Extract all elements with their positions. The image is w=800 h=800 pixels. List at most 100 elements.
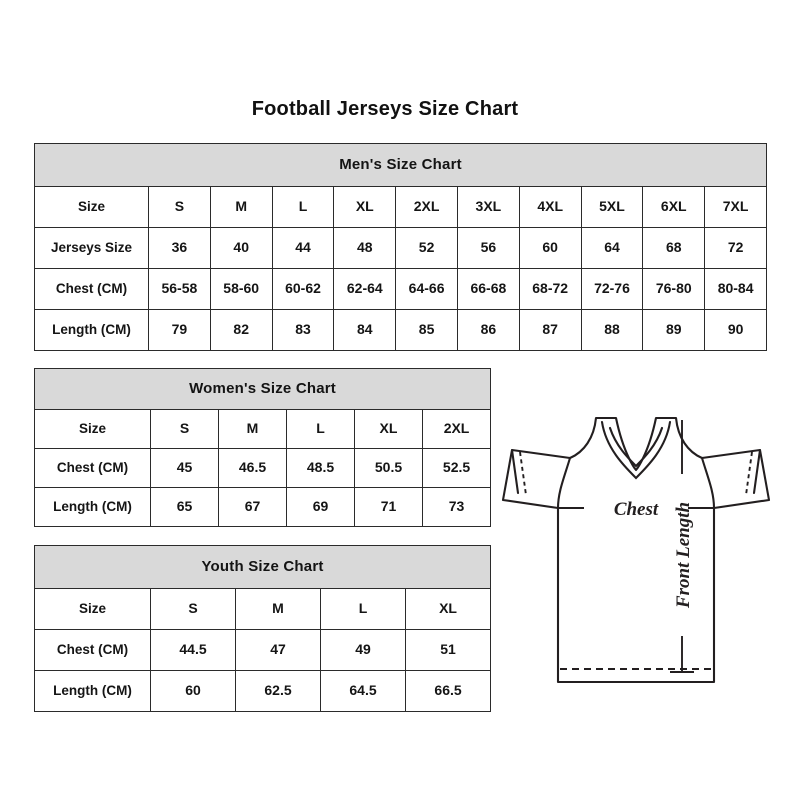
table-cell: 76-80 bbox=[642, 268, 706, 310]
table-cell: 56 bbox=[456, 227, 520, 269]
table-cell: 48 bbox=[333, 227, 397, 269]
table-cell: 45 bbox=[150, 448, 219, 488]
table-cell: 52 bbox=[395, 227, 458, 269]
table-cell: 82 bbox=[209, 309, 273, 351]
youth-header-cell: S bbox=[150, 588, 236, 630]
youth-band-row: Youth Size Chart bbox=[33, 545, 492, 589]
table-cell: 83 bbox=[271, 309, 335, 351]
table-cell: 60-62 bbox=[271, 268, 335, 310]
table-cell: 64-66 bbox=[395, 268, 458, 310]
row-label: Chest (CM) bbox=[34, 268, 149, 310]
youth-header-cell: M bbox=[235, 588, 321, 630]
table-cell: 58-60 bbox=[209, 268, 273, 310]
row-label: Jerseys Size bbox=[34, 227, 149, 269]
table-cell: 46.5 bbox=[218, 448, 287, 488]
table-cell: 73 bbox=[421, 487, 492, 527]
table-cell: 66-68 bbox=[456, 268, 520, 310]
table-cell: 64 bbox=[580, 227, 644, 269]
table-cell: 68-72 bbox=[518, 268, 582, 310]
table-row: Chest (CM) 45 46.5 48.5 50.5 52.5 bbox=[34, 448, 492, 488]
row-label: Length (CM) bbox=[34, 670, 151, 712]
table-cell: 65 bbox=[150, 487, 219, 527]
table-row: Length (CM) 79 82 83 84 85 86 87 88 89 9… bbox=[34, 309, 768, 351]
mens-header-cell: 2XL bbox=[395, 186, 458, 228]
mens-header-cell: 6XL bbox=[642, 186, 706, 228]
mens-band-row: Men's Size Chart bbox=[33, 143, 768, 187]
table-row: Length (CM) 65 67 69 71 73 bbox=[34, 487, 492, 527]
womens-header-cell: Size bbox=[34, 409, 151, 449]
mens-header-cell: XL bbox=[333, 186, 397, 228]
table-cell: 44 bbox=[271, 227, 335, 269]
mens-band-title: Men's Size Chart bbox=[33, 143, 768, 187]
table-cell: 36 bbox=[148, 227, 211, 269]
table-cell: 47 bbox=[235, 629, 321, 671]
table-cell: 40 bbox=[209, 227, 273, 269]
mens-header-cell: 5XL bbox=[580, 186, 644, 228]
womens-header-cell: XL bbox=[354, 409, 423, 449]
table-cell: 71 bbox=[354, 487, 423, 527]
row-label: Length (CM) bbox=[34, 309, 149, 351]
table-cell: 86 bbox=[456, 309, 520, 351]
table-cell: 90 bbox=[704, 309, 768, 351]
table-cell: 62-64 bbox=[333, 268, 397, 310]
row-label: Chest (CM) bbox=[34, 629, 151, 671]
mens-header-cell: 7XL bbox=[704, 186, 768, 228]
mens-header-cell: M bbox=[209, 186, 273, 228]
table-row: Chest (CM) 44.5 47 49 51 bbox=[34, 629, 492, 671]
womens-band-row: Women's Size Chart bbox=[33, 368, 492, 410]
table-cell: 67 bbox=[218, 487, 287, 527]
mens-size-chart-table: Men's Size Chart Size S M L XL 2XL 3XL 4… bbox=[33, 143, 768, 351]
page-title: Football Jerseys Size Chart bbox=[251, 98, 519, 120]
womens-size-chart-table: Women's Size Chart Size S M L XL 2XL Che… bbox=[33, 368, 492, 527]
table-row: Length (CM) 60 62.5 64.5 66.5 bbox=[34, 670, 492, 712]
table-cell: 79 bbox=[148, 309, 211, 351]
table-cell: 49 bbox=[320, 629, 406, 671]
table-cell: 87 bbox=[518, 309, 582, 351]
table-cell: 60 bbox=[518, 227, 582, 269]
table-row: Chest (CM) 56-58 58-60 60-62 62-64 64-66… bbox=[34, 268, 768, 310]
womens-header-cell: S bbox=[150, 409, 219, 449]
youth-header-row: Size S M L XL bbox=[34, 588, 492, 630]
table-cell: 52.5 bbox=[421, 448, 492, 488]
youth-header-cell: Size bbox=[34, 588, 151, 630]
table-cell: 72 bbox=[704, 227, 768, 269]
youth-size-chart-table: Youth Size Chart Size S M L XL Chest (CM… bbox=[33, 545, 492, 712]
womens-header-row: Size S M L XL 2XL bbox=[34, 409, 492, 449]
mens-header-cell: L bbox=[271, 186, 335, 228]
table-cell: 56-58 bbox=[148, 268, 211, 310]
table-cell: 72-76 bbox=[580, 268, 644, 310]
mens-header-row: Size S M L XL 2XL 3XL 4XL 5XL 6XL 7XL bbox=[34, 186, 768, 228]
row-label: Length (CM) bbox=[34, 487, 151, 527]
womens-band-title: Women's Size Chart bbox=[33, 368, 492, 410]
mens-header-cell: 4XL bbox=[518, 186, 582, 228]
table-cell: 51 bbox=[404, 629, 492, 671]
table-cell: 66.5 bbox=[404, 670, 492, 712]
table-cell: 68 bbox=[642, 227, 706, 269]
table-cell: 64.5 bbox=[320, 670, 406, 712]
table-cell: 80-84 bbox=[704, 268, 768, 310]
youth-header-cell: XL bbox=[404, 588, 492, 630]
table-cell: 69 bbox=[286, 487, 355, 527]
table-row: Jerseys Size 36 40 44 48 52 56 60 64 68 … bbox=[34, 227, 768, 269]
table-cell: 48.5 bbox=[286, 448, 355, 488]
table-cell: 84 bbox=[333, 309, 397, 351]
womens-header-cell: L bbox=[286, 409, 355, 449]
mens-header-cell: S bbox=[148, 186, 211, 228]
womens-header-cell: M bbox=[218, 409, 287, 449]
table-cell: 89 bbox=[642, 309, 706, 351]
table-cell: 85 bbox=[395, 309, 458, 351]
chest-label: Chest bbox=[614, 499, 659, 520]
youth-header-cell: L bbox=[320, 588, 406, 630]
womens-header-cell: 2XL bbox=[421, 409, 492, 449]
row-label: Chest (CM) bbox=[34, 448, 151, 488]
front-length-label: Front Length bbox=[673, 502, 694, 609]
table-cell: 44.5 bbox=[150, 629, 236, 671]
table-cell: 60 bbox=[150, 670, 236, 712]
mens-header-cell: Size bbox=[34, 186, 149, 228]
jersey-measurement-diagram: Chest Front Length bbox=[498, 404, 774, 696]
mens-header-cell: 3XL bbox=[456, 186, 520, 228]
table-cell: 88 bbox=[580, 309, 644, 351]
table-cell: 50.5 bbox=[354, 448, 423, 488]
youth-band-title: Youth Size Chart bbox=[33, 545, 492, 589]
table-cell: 62.5 bbox=[235, 670, 321, 712]
